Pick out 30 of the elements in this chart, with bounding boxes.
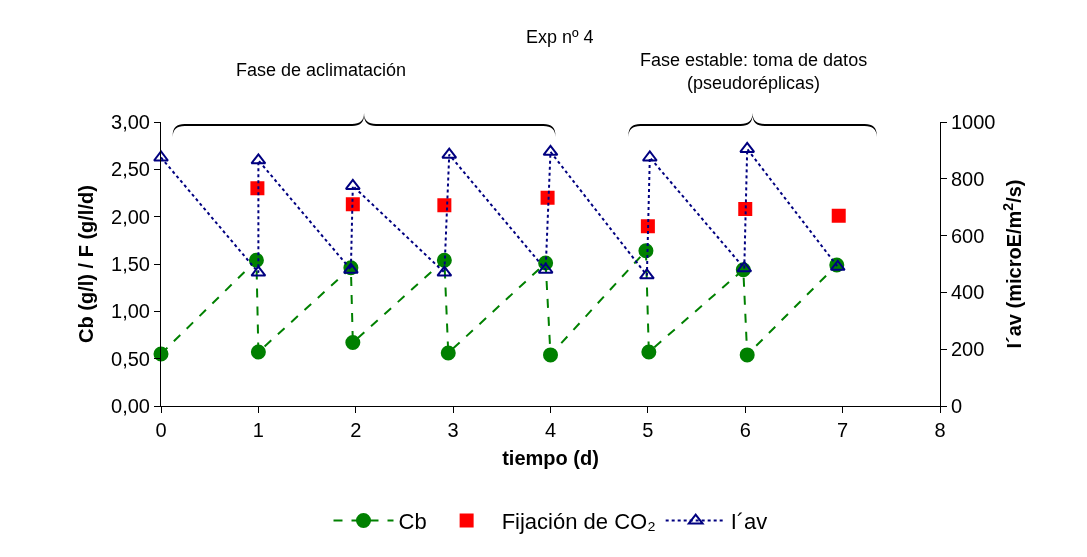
y-tick-label: 2,00 bbox=[111, 205, 150, 228]
x-axis-title: tiempo (d) bbox=[502, 446, 599, 469]
x-tick-label: 4 bbox=[544, 419, 557, 441]
y-axis-title: Cb (g/l) / F (g/l/d) bbox=[74, 185, 97, 343]
chart-title: Exp nº 4 bbox=[525, 27, 594, 48]
text: Fase estable: toma de datos (pseudoréplicas) bbox=[640, 50, 868, 94]
y-tick-label: 3,00 bbox=[111, 111, 150, 133]
x-tick-label: 0 bbox=[155, 419, 167, 441]
y2-tick-label: 600 bbox=[951, 224, 985, 247]
y2-tick-label: 0 bbox=[951, 395, 963, 417]
y-tick-label: 1,50 bbox=[111, 253, 150, 275]
legend-label: Fijación de CO₂ bbox=[501, 509, 656, 535]
x-tick-label: 6 bbox=[739, 419, 751, 441]
y2-tick-label: 200 bbox=[951, 338, 985, 361]
x-tick-label: 5 bbox=[642, 419, 654, 441]
y-tick-label: 0,00 bbox=[111, 395, 150, 417]
x-tick-label: 7 bbox=[837, 419, 849, 441]
x-tick-label: 3 bbox=[447, 419, 459, 441]
text: Fase de aclimatación bbox=[236, 60, 407, 80]
legend-label: I´av bbox=[730, 509, 768, 535]
x-tick-label: 8 bbox=[934, 419, 946, 441]
y-tick-label: 1,00 bbox=[111, 300, 150, 323]
y2-tick-label: 1000 bbox=[951, 111, 996, 133]
x-tick-label: 2 bbox=[350, 419, 362, 441]
y2-tick-label: 800 bbox=[951, 167, 985, 190]
y-tick-label: 0,50 bbox=[111, 347, 150, 370]
y2-tick-label: 400 bbox=[951, 281, 985, 304]
y-tick-label: 2,50 bbox=[111, 158, 150, 181]
legend-label: Cb bbox=[398, 509, 427, 535]
x-tick-label: 1 bbox=[252, 419, 264, 441]
